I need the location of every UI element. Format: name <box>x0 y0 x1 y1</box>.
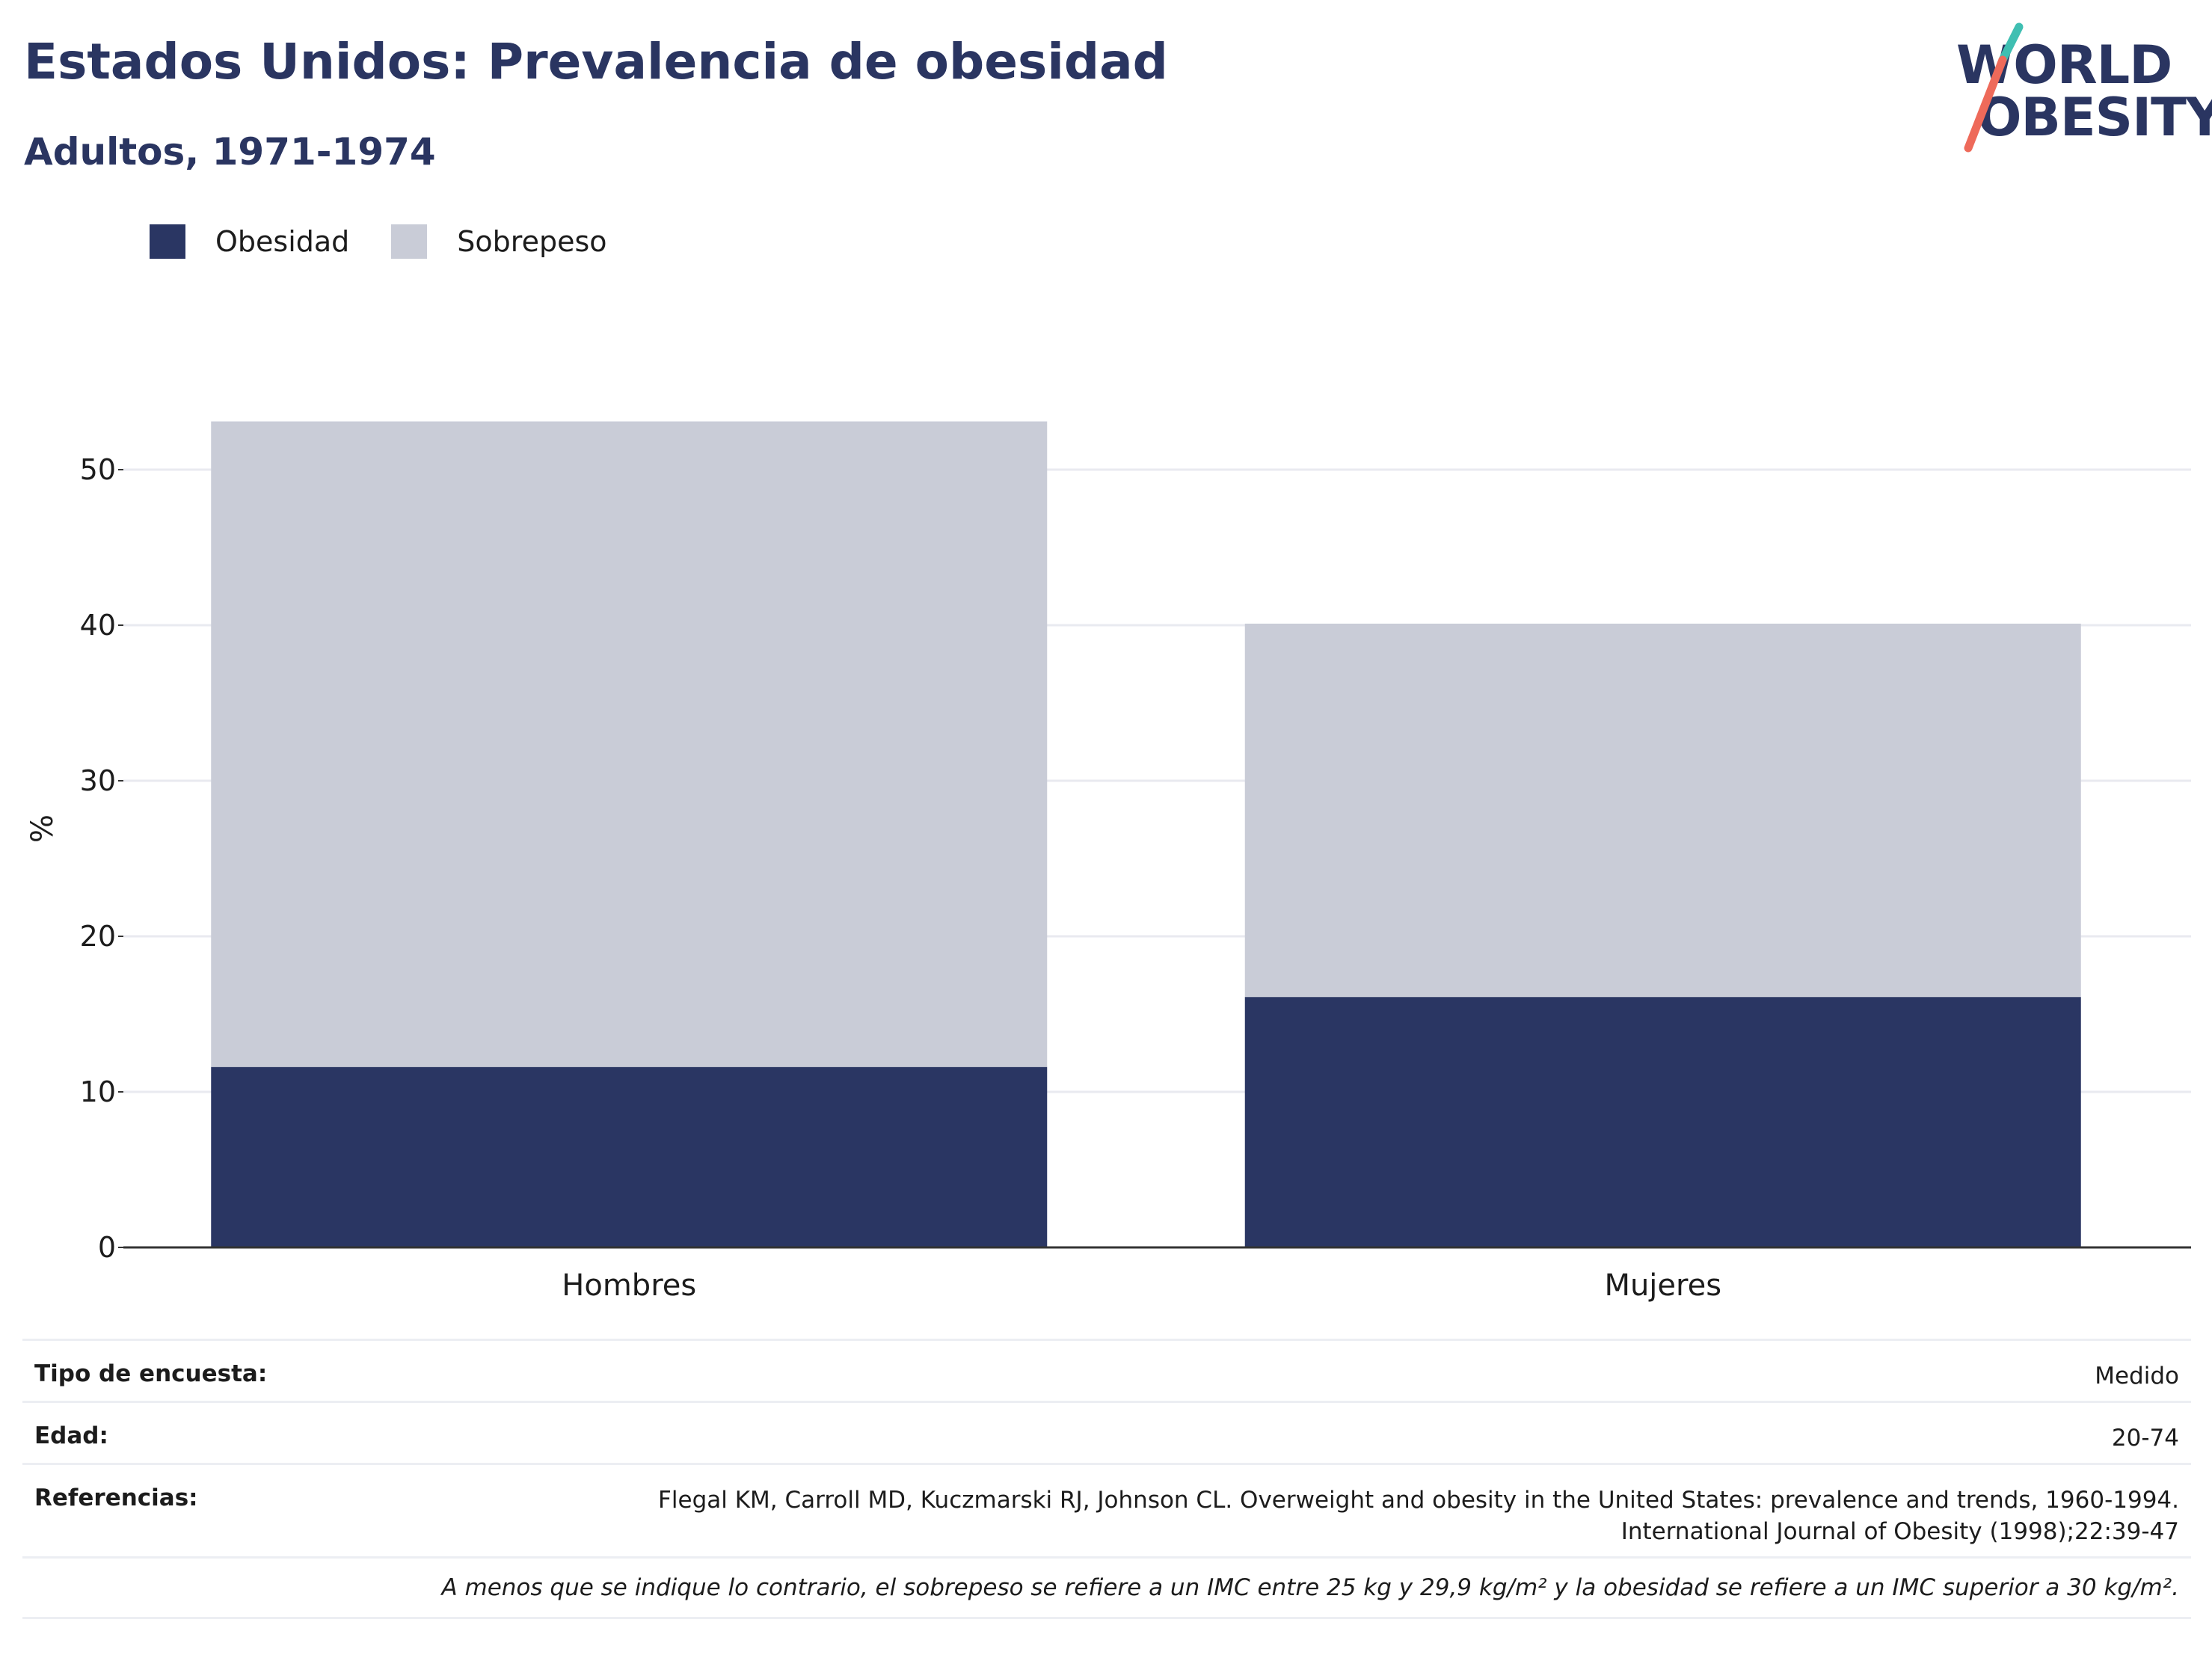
y-axis-label: % <box>25 814 61 844</box>
info-row-age: Edad: 20-74 <box>22 1401 2191 1463</box>
legend-label-obesidad: Obesidad <box>215 225 350 258</box>
y-tick-label-30: 30 <box>80 764 116 797</box>
info-value-age: 20-74 <box>2111 1425 2179 1452</box>
legend-swatch-sobrepeso <box>391 224 428 259</box>
bar-mujeres-obesidad <box>1244 997 2081 1247</box>
bar-hombres-obesidad <box>211 1066 1048 1247</box>
y-tick-label-10: 10 <box>80 1075 116 1108</box>
reference-line-2: International Journal of Obesity (1998);… <box>1620 1518 2179 1545</box>
bar-chart: 0 10 20 30 40 50 Hombres Mujeres <box>80 421 2191 1303</box>
info-table: Tipo de encuesta: Medido Edad: 20-74 Ref… <box>22 1339 2191 1619</box>
legend-item-sobrepeso[interactable]: Sobrepeso <box>391 224 607 259</box>
reference-line-1: Flegal KM, Carroll MD, Kuczmarski RJ, Jo… <box>658 1487 2179 1514</box>
definition-note: A menos que se indique lo contrario, el … <box>22 1556 2191 1619</box>
legend-swatch-obesidad <box>150 224 185 259</box>
world-obesity-logo: WORLD OBESITY <box>1952 21 2212 156</box>
y-tick-label-20: 20 <box>80 920 116 953</box>
logo-text-line2: OBESITY <box>1977 87 2212 148</box>
chart-subtitle: Adultos, 1971-1974 <box>24 130 436 174</box>
bar-mujeres-sobrepeso <box>1244 623 2081 998</box>
info-row-references: Referencias: Flegal KM, Carroll MD, Kucz… <box>22 1463 2191 1556</box>
legend-label-sobrepeso: Sobrepeso <box>457 225 607 258</box>
logo-slash-icon <box>1964 22 2024 153</box>
info-row-survey-type: Tipo de encuesta: Medido <box>22 1339 2191 1401</box>
x-tick-label-hombres: Hombres <box>562 1268 696 1303</box>
bar-hombres-sobrepeso <box>211 421 1048 1067</box>
y-tick-label-0: 0 <box>98 1231 116 1264</box>
x-tick-label-mujeres: Mujeres <box>1604 1268 1721 1303</box>
info-value-survey-type: Medido <box>2095 1363 2179 1390</box>
chart-title: Estados Unidos: Prevalencia de obesidad <box>24 33 1168 90</box>
y-tick-label-40: 40 <box>80 609 116 642</box>
chart-legend: Obesidad Sobrepeso <box>150 224 649 259</box>
info-key-survey-type: Tipo de encuesta: <box>34 1360 268 1387</box>
info-key-age: Edad: <box>34 1422 108 1449</box>
info-key-references: Referencias: <box>34 1484 198 1511</box>
info-value-references: Flegal KM, Carroll MD, Kuczmarski RJ, Jo… <box>658 1465 2179 1556</box>
legend-item-obesidad[interactable]: Obesidad <box>150 224 349 259</box>
y-tick-label-50: 50 <box>80 453 116 486</box>
